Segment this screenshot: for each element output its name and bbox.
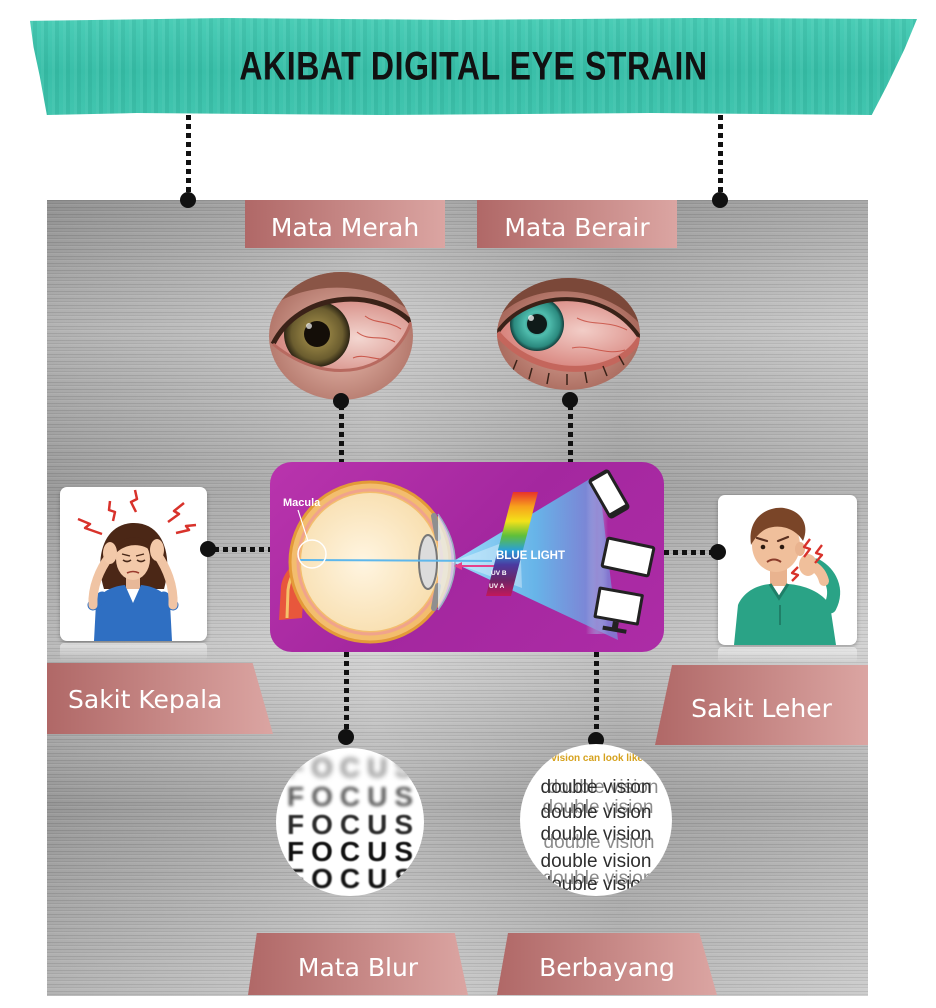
label-mata-blur: Mata Blur bbox=[248, 933, 468, 995]
blue-light-diagram: Macula BLUE LIGHT UV B UV A bbox=[270, 462, 664, 652]
connector-node bbox=[562, 392, 578, 408]
focus-row: FOCUS bbox=[287, 781, 420, 812]
headache-woman-icon bbox=[77, 489, 197, 641]
double-vision-line: double vision bbox=[540, 824, 652, 845]
watery-eye-icon bbox=[497, 278, 640, 390]
neck-pain-card bbox=[718, 495, 857, 645]
blurred-focus-chart: FOCUS FOCUS FOCUS FOCUS FOCUS bbox=[276, 748, 424, 896]
double-vision-line: double vision bbox=[540, 874, 652, 895]
focus-row: FOCUS bbox=[287, 836, 420, 867]
uv-a-label: UV A bbox=[489, 583, 505, 590]
eye-anatomy-diagram: Macula BLUE LIGHT UV B UV A bbox=[279, 469, 656, 644]
double-vision-line: double vision bbox=[540, 802, 652, 823]
headache-card bbox=[60, 487, 207, 641]
focus-row: FOCUS bbox=[287, 863, 420, 894]
double-vision-sample: e vision can look like t double vision d… bbox=[520, 744, 672, 896]
macula-marker bbox=[297, 539, 327, 569]
connector-double-vision bbox=[594, 652, 599, 734]
connector-headache bbox=[214, 547, 270, 552]
light-spectrum bbox=[486, 492, 538, 596]
focus-row: FOCUS bbox=[287, 809, 420, 840]
connector-banner-right bbox=[718, 115, 723, 193]
blue-light-label: BLUE LIGHT bbox=[496, 550, 565, 562]
connector-watery-eye bbox=[568, 405, 573, 462]
title-banner: AKIBAT DIGITAL EYE STRAIN bbox=[30, 18, 917, 115]
lens bbox=[418, 534, 438, 590]
monitor-icon bbox=[593, 586, 644, 634]
blue-light-beam bbox=[452, 474, 618, 640]
double-vision-caption: e vision can look like t bbox=[542, 753, 650, 764]
connector-node bbox=[338, 729, 354, 745]
focus-row: FOCUS bbox=[287, 752, 420, 783]
label-berbayang: Berbayang bbox=[497, 933, 717, 995]
double-vision-ghost: double vision bbox=[542, 868, 654, 889]
label-sakit-leher: Sakit Leher bbox=[655, 665, 868, 745]
connector-red-eye bbox=[339, 405, 344, 462]
neck-pain-man-icon bbox=[734, 507, 841, 645]
connector-node bbox=[180, 192, 196, 208]
cornea bbox=[437, 513, 456, 611]
double-vision-line: double vision bbox=[540, 777, 652, 798]
macula-label: Macula bbox=[283, 497, 321, 509]
watery-eye-photo bbox=[497, 278, 640, 390]
card-reflection bbox=[60, 643, 207, 661]
card-reflection bbox=[718, 647, 857, 663]
uv-b-label: UV B bbox=[491, 570, 507, 577]
connector-neck-pain bbox=[664, 550, 714, 555]
connector-node bbox=[333, 393, 349, 409]
double-vision-line: double vision bbox=[540, 851, 652, 872]
tablet-icon bbox=[600, 536, 656, 578]
connector-node bbox=[712, 192, 728, 208]
double-vision-ghost: double vision bbox=[543, 832, 655, 853]
label-sakit-kepala: Sakit Kepala bbox=[47, 663, 273, 734]
page-title: AKIBAT DIGITAL EYE STRAIN bbox=[239, 43, 708, 89]
connector-node bbox=[710, 544, 726, 560]
red-eye-icon bbox=[269, 272, 413, 400]
red-eye-photo bbox=[269, 272, 413, 400]
connector-banner-left bbox=[186, 115, 191, 193]
double-vision-ghost: double vision bbox=[547, 777, 659, 798]
double-vision-ghost: double vision bbox=[542, 797, 654, 818]
label-mata-berair: Mata Berair bbox=[477, 200, 677, 248]
label-mata-merah: Mata Merah bbox=[245, 200, 445, 248]
smartphone-icon bbox=[588, 469, 630, 519]
connector-blur bbox=[344, 652, 349, 732]
connector-node bbox=[200, 541, 216, 557]
